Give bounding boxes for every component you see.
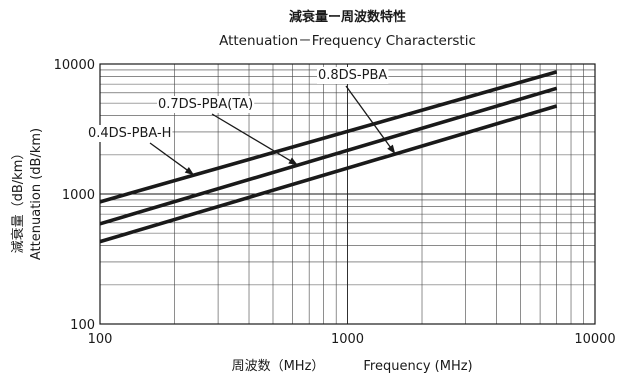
series-annotation-label: 0.4DS-PBA-H	[88, 126, 171, 141]
annotation-arrowhead	[184, 166, 195, 176]
y-axis-label-jp: 減衰量（dB/km）	[10, 147, 26, 254]
x-tick-label: 1000	[331, 332, 364, 347]
annotation-arrowhead	[387, 144, 396, 154]
plot-frame	[99, 63, 596, 325]
annotation-arrowhead	[288, 157, 298, 166]
x-tick-label: 10000	[574, 332, 615, 347]
x-axis-label-jp: 周波数（MHz）	[232, 359, 325, 374]
series-annotation-label: 0.8DS-PBA	[318, 68, 387, 83]
y-tick-label: 1000	[62, 188, 95, 203]
annotation-leader-line	[149, 142, 190, 173]
series-annotation-label: 0.7DS-PBA(TA)	[158, 97, 253, 112]
annotation-leader-line	[345, 85, 393, 150]
y-tick-label: 100	[70, 318, 95, 333]
annotation-label-bg	[157, 96, 255, 113]
chart-title-jp: 減衰量ー周波数特性	[288, 10, 406, 25]
y-tick-label: 10000	[54, 58, 95, 73]
annotation-label-bg	[317, 67, 389, 84]
annotation-label-bg	[87, 125, 173, 142]
annotation-leader-line	[211, 113, 294, 163]
series-line	[99, 86, 558, 226]
series-line	[99, 104, 558, 244]
series-line	[99, 70, 558, 204]
chart-title-en: Attenuation－Frequency Characterstic	[219, 33, 476, 49]
y-axis-label-en: Attenuation (dB/km)	[29, 128, 44, 260]
x-tick-label: 100	[88, 332, 113, 347]
x-axis-label-en: Frequency (MHz)	[363, 359, 472, 374]
